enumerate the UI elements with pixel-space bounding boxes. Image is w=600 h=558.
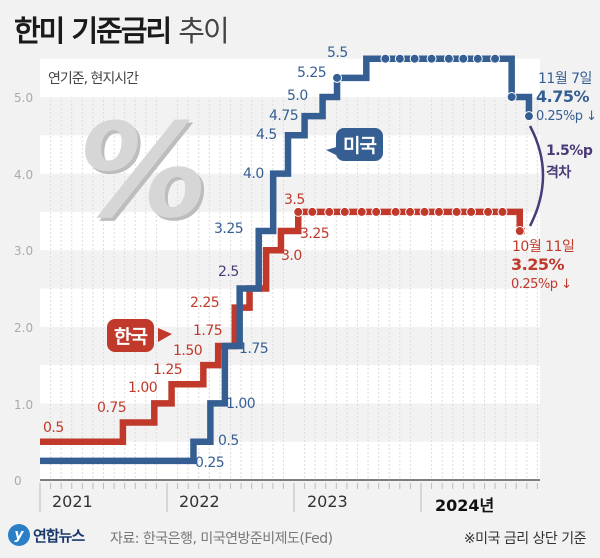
us-meeting-dot bbox=[458, 53, 469, 64]
korea-rate-line bbox=[40, 208, 525, 445]
korea-data-label: 1.75 bbox=[193, 323, 223, 339]
gap-bracket bbox=[528, 125, 545, 227]
us-data-label: 0.25 bbox=[195, 455, 225, 471]
korea-meeting-dot bbox=[497, 206, 508, 217]
korea-meeting-dot bbox=[324, 206, 335, 217]
us-data-label: 5.0 bbox=[287, 88, 308, 104]
korea-meeting-dot bbox=[419, 206, 430, 217]
yonhap-logo: y 연합뉴스 bbox=[8, 524, 85, 546]
korea-annotation-change: 0.25%p ↓ bbox=[511, 277, 572, 292]
x-tick-year: 2021 bbox=[52, 492, 93, 511]
korea-meeting-dot bbox=[293, 206, 304, 217]
us-annotation-rate: 4.75% bbox=[536, 87, 590, 106]
y-tick: 5.0 bbox=[14, 91, 34, 105]
page-title: 한미 기준금리 추이 bbox=[14, 14, 230, 48]
korea-meeting-dot bbox=[356, 206, 367, 217]
korea-callout-tail bbox=[158, 328, 172, 342]
us-meeting-dot bbox=[380, 53, 391, 64]
korea-data-label: 0.5 bbox=[43, 420, 64, 436]
korea-meeting-dot bbox=[371, 206, 382, 217]
unit-note: 연기준, 현지시간 bbox=[40, 60, 540, 97]
x-tick-year: 2023 bbox=[307, 492, 348, 511]
shared-data-label: 2.5 bbox=[218, 264, 239, 280]
us-meeting-dot bbox=[394, 53, 405, 64]
source-note: 자료: 한국은행, 미국연방준비제도(Fed) bbox=[110, 531, 333, 547]
us-data-label: 4.75 bbox=[269, 108, 299, 124]
gap-label: 격차 bbox=[546, 165, 571, 181]
korea-data-label: 3.25 bbox=[300, 226, 330, 242]
y-tick: 4.0 bbox=[14, 168, 34, 182]
korea-meeting-dot bbox=[514, 226, 525, 237]
us-meeting-dot bbox=[332, 72, 343, 83]
us-data-label: 5.25 bbox=[297, 65, 327, 81]
us-meeting-dot bbox=[490, 53, 501, 64]
korea-annotation-rate: 3.25% bbox=[511, 255, 565, 274]
korea-meeting-dot bbox=[405, 206, 416, 217]
us-annotation-date: 11월 7일 bbox=[538, 71, 592, 87]
korea-meeting-dot bbox=[466, 206, 477, 217]
korea-data-label: 1.00 bbox=[128, 380, 158, 396]
korea-data-label: 3.0 bbox=[281, 248, 302, 264]
us-meeting-dot bbox=[443, 53, 454, 64]
gap-value: 1.5%p bbox=[546, 143, 593, 159]
y-tick: 1.0 bbox=[14, 398, 34, 412]
us-rate-line bbox=[40, 55, 533, 465]
korea-annotation-date: 10월 11일 bbox=[512, 239, 575, 255]
us-data-label: 1.00 bbox=[226, 396, 256, 412]
us-meeting-dot bbox=[409, 53, 420, 64]
us-callout: 미국 bbox=[336, 128, 383, 161]
y-tick: 0 bbox=[14, 474, 22, 488]
us-meeting-dot bbox=[426, 53, 437, 64]
us-data-label: 4.5 bbox=[256, 127, 277, 143]
us-data-label: 5.5 bbox=[327, 45, 348, 61]
us-meeting-dot bbox=[523, 111, 534, 122]
us-data-label: 1.75 bbox=[239, 341, 269, 357]
korea-data-label: 1.25 bbox=[153, 362, 183, 378]
korea-data-label: 3.5 bbox=[284, 192, 305, 208]
korea-callout: 한국 bbox=[107, 319, 154, 352]
korea-data-label: 2.25 bbox=[190, 295, 220, 311]
x-tick-year: 2022 bbox=[179, 492, 220, 511]
korea-meeting-dot bbox=[451, 206, 462, 217]
korea-meeting-dot bbox=[339, 206, 350, 217]
us-meeting-dot bbox=[506, 92, 517, 102]
y-tick: 3.0 bbox=[14, 244, 34, 258]
y-tick: 2.0 bbox=[14, 321, 34, 335]
us-data-label: 3.25 bbox=[214, 221, 244, 237]
korea-data-label: 0.75 bbox=[97, 400, 127, 416]
us-annotation-change: 0.25%p ↓ bbox=[536, 109, 597, 124]
footnote: ※미국 금리 상단 기준 bbox=[463, 531, 587, 547]
korea-meeting-dot bbox=[483, 206, 494, 217]
us-data-label: 4.0 bbox=[243, 166, 264, 182]
us-data-label: 0.5 bbox=[218, 433, 239, 449]
korea-meeting-dot bbox=[390, 206, 401, 217]
yonhap-logo-icon: y bbox=[8, 524, 30, 546]
korea-meeting-dot bbox=[433, 206, 444, 217]
x-tick-year: 2024년 bbox=[435, 496, 495, 515]
korea-data-label: 1.50 bbox=[173, 343, 203, 359]
korea-meeting-dot bbox=[307, 206, 318, 217]
grid-band bbox=[40, 365, 540, 404]
percent-watermark: % bbox=[78, 95, 209, 247]
us-meeting-dot bbox=[472, 53, 483, 64]
